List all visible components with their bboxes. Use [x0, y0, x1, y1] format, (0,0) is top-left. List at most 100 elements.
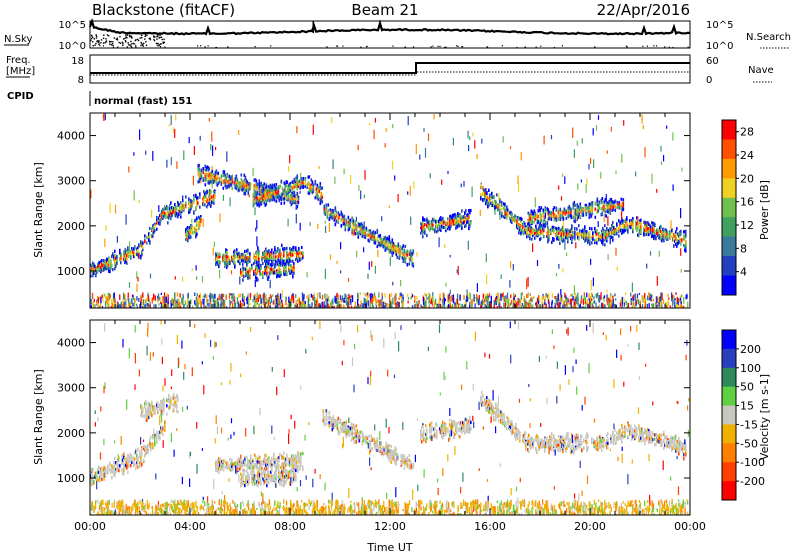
power-cell: [433, 228, 435, 232]
power-cell: [149, 234, 151, 239]
power-cell: [338, 213, 341, 217]
power-cell: [269, 271, 271, 275]
power-cell: [562, 229, 564, 233]
power-cell: [208, 118, 210, 122]
power-cell: [229, 182, 232, 186]
power-cell: [540, 219, 543, 223]
power-cell: [398, 252, 401, 256]
power-cell: [228, 180, 231, 184]
power-cell: [639, 230, 641, 234]
power-cell: [275, 199, 278, 203]
power-cell: [289, 155, 291, 164]
power-cell: [104, 261, 106, 265]
nsearch-dot: [143, 42, 145, 45]
power-cell: [180, 205, 182, 209]
power-cell: [408, 262, 411, 266]
power-cell: [590, 279, 592, 291]
power-cell: [408, 257, 411, 261]
power-cell: [557, 208, 560, 212]
power-cell: [647, 227, 649, 231]
nsearch-dot: [125, 34, 127, 36]
power-cell: [260, 201, 263, 205]
power-cell: [583, 231, 585, 235]
power-cell: [653, 229, 655, 233]
power-cell: [317, 223, 319, 229]
power-cell: [95, 268, 97, 272]
power-cell: [454, 216, 456, 220]
power-cell: [577, 204, 580, 209]
power-cell: [574, 237, 576, 241]
power-cell: [391, 243, 394, 247]
power-cell: [607, 235, 609, 239]
power-cell: [382, 242, 385, 246]
power-cell: [232, 255, 234, 259]
nsearch-dot: [445, 46, 447, 48]
power-cell: [490, 201, 492, 205]
power-cell: [515, 216, 517, 220]
power-cell: [152, 151, 154, 161]
power-cell: [288, 257, 290, 261]
power-cell: [136, 271, 138, 279]
power-cell: [577, 208, 580, 212]
power-cell: [582, 235, 584, 239]
power-cell: [212, 303, 214, 308]
power-cell: [621, 206, 624, 210]
power-cell: [498, 193, 500, 200]
power-cell: [229, 177, 232, 181]
power-cell: [507, 211, 509, 215]
power-cell: [585, 206, 588, 210]
power-cell: [342, 216, 345, 220]
power-cell: [430, 225, 432, 229]
power-cell: [618, 229, 620, 234]
power-cell: [151, 227, 153, 231]
nsearch-dot: [155, 42, 158, 45]
power-cell: [253, 196, 256, 200]
power-cell: [540, 232, 542, 236]
power-cell: [482, 193, 484, 197]
power-cell: [254, 256, 256, 260]
power-cell: [494, 209, 496, 215]
power-cell: [137, 246, 139, 250]
power-cell: [530, 220, 533, 224]
power-cell: [449, 218, 451, 222]
power-cell: [202, 170, 205, 175]
power-cell: [613, 200, 616, 204]
power-cell: [595, 125, 598, 131]
power-cell: [222, 180, 225, 184]
power-cell: [206, 191, 208, 195]
power-cell: [317, 189, 320, 193]
nave-line: [90, 71, 690, 76]
power-cell: [395, 252, 398, 257]
power-cell: [401, 251, 404, 255]
power-cell: [262, 256, 264, 260]
power-cell: [574, 220, 577, 224]
power-cell: [491, 191, 493, 195]
power-cell: [234, 176, 237, 181]
power-cell: [619, 228, 621, 232]
power-cell: [550, 230, 552, 234]
power-cell: [374, 265, 376, 274]
power-cell: [555, 234, 557, 238]
power-cell: [290, 259, 292, 263]
power-cell: [211, 197, 213, 202]
power-cell: [280, 261, 282, 265]
power-cell: [639, 221, 641, 225]
power-cell: [278, 199, 281, 203]
power-cell: [196, 196, 198, 200]
power-cell: [253, 178, 256, 182]
power-cell: [238, 251, 240, 256]
power-cell: [189, 229, 191, 233]
power-cell: [242, 278, 244, 282]
power-cell: [310, 183, 313, 187]
power-cell: [277, 271, 279, 275]
nsearch-dot: [91, 41, 94, 43]
power-cell: [663, 155, 665, 162]
power-cell: [216, 258, 218, 262]
power-cell: [286, 196, 289, 200]
power-cell: [392, 281, 394, 286]
power-cell: [395, 246, 398, 251]
power-cell: [486, 197, 488, 202]
power-cell: [529, 218, 532, 223]
power-cell: [421, 306, 423, 308]
power-cell: [609, 210, 612, 214]
